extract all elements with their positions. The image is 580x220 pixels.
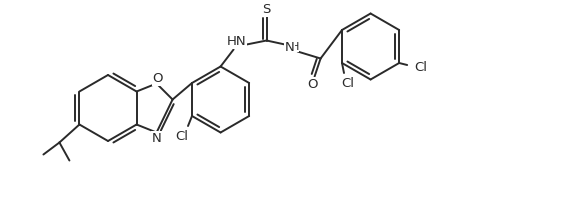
Text: O: O <box>307 78 318 91</box>
Text: O: O <box>153 72 163 85</box>
Text: HN: HN <box>227 35 246 48</box>
Text: S: S <box>262 3 271 16</box>
Text: H: H <box>291 42 299 51</box>
Text: N: N <box>285 41 295 54</box>
Text: Cl: Cl <box>176 130 189 143</box>
Text: N: N <box>152 132 161 145</box>
Text: Cl: Cl <box>415 61 427 73</box>
Text: Cl: Cl <box>342 77 354 90</box>
